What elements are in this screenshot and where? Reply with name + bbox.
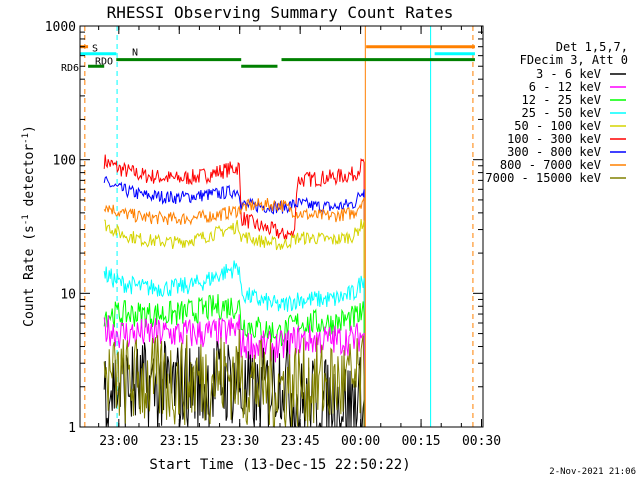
legend-label: 25 - 50 keV	[522, 106, 601, 120]
chart-title: RHESSI Observing Summary Count Rates	[107, 3, 454, 22]
state-label-n: N	[132, 48, 138, 59]
series-25-50-kev	[103, 260, 365, 427]
legend-label: 50 - 100 keV	[514, 119, 601, 133]
x-tick-label: 00:15	[401, 434, 440, 449]
x-tick-label: 23:15	[160, 434, 199, 449]
footer-date: 2-Nov-2021 21:06	[549, 467, 636, 477]
legend-label: 7000 - 15000 keV	[485, 171, 601, 185]
state-label-s: S	[92, 44, 98, 55]
series-800-7000-kev	[103, 197, 365, 427]
legend-header-line: FDecim 3, Att 0	[520, 53, 628, 67]
plot-area	[79, 26, 475, 428]
series-50-100-kev	[104, 218, 365, 427]
series-100-300-kev	[103, 154, 365, 427]
y-tick-label: 1000	[45, 20, 76, 35]
y-tick-label: 10	[60, 287, 76, 302]
series-7000-15000-kev	[103, 329, 365, 428]
legend-header-line: Det 1,5,7,	[556, 40, 628, 54]
legend-label: 3 - 6 keV	[536, 67, 601, 81]
state-label-rdo: RDO	[95, 57, 113, 68]
legend-label: 6 - 12 keV	[529, 80, 601, 94]
state-labels: S N RDO RD6	[61, 44, 138, 75]
x-axis-label: Start Time (13-Dec-15 22:50:22)	[149, 457, 410, 473]
series-12-25-kev	[103, 294, 365, 427]
legend-label: 300 - 800 keV	[507, 145, 601, 159]
x-tick-label: 00:30	[462, 434, 501, 449]
x-tick-label: 23:45	[281, 434, 320, 449]
series-300-800-kev	[103, 175, 365, 427]
y-axis: 1 10 100 1000	[45, 20, 483, 436]
x-tick-label: 23:30	[220, 434, 259, 449]
x-axis: 23:00 23:15 23:30 23:45 00:00 00:15 00:30	[98, 26, 501, 449]
plot-frame	[79, 25, 484, 428]
state-label-rd6: RD6	[61, 63, 79, 74]
legend-label: 12 - 25 keV	[522, 93, 601, 107]
x-tick-label: 23:00	[99, 434, 138, 449]
legend-label: 800 - 7000 keV	[500, 158, 601, 172]
y-tick-label: 100	[53, 154, 76, 169]
y-tick-label: 1	[68, 421, 76, 436]
x-tick-label: 00:00	[341, 434, 380, 449]
y-axis-label: Count Rate (s-1 detector-1)	[21, 125, 37, 327]
legend-label: 100 - 300 keV	[507, 132, 601, 146]
